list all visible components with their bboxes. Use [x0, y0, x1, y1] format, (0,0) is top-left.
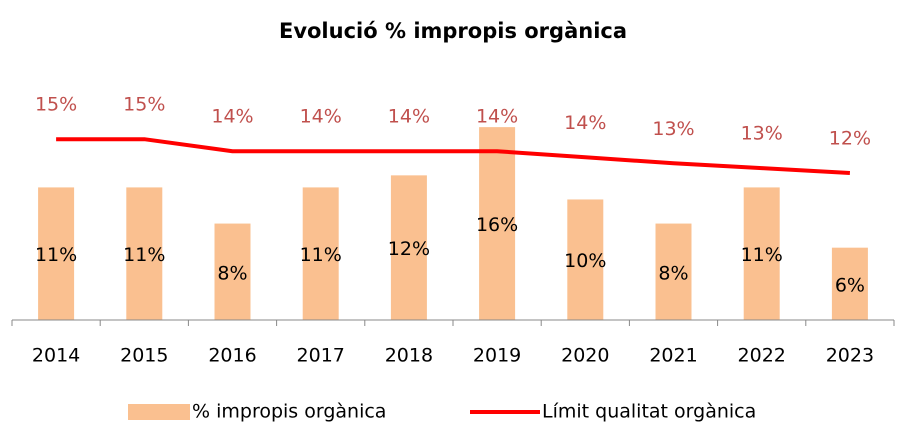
- line: [56, 137, 851, 175]
- x-tick-label: 2020: [561, 345, 609, 367]
- x-tick-label: 2021: [649, 345, 697, 367]
- bar-label: 8%: [217, 262, 247, 284]
- line-label: 13%: [652, 118, 694, 140]
- bar-label: 16%: [476, 214, 518, 236]
- bar: [390, 175, 427, 320]
- bar-label: 6%: [835, 274, 865, 296]
- x-tick-label: 2023: [826, 345, 874, 367]
- line-label: 12%: [829, 127, 871, 149]
- x-tick-label: 2014: [32, 345, 80, 367]
- bar-label: 10%: [564, 250, 606, 272]
- line-label: 15%: [123, 94, 165, 116]
- x-tick-label: 2016: [208, 345, 256, 367]
- line-label: 14%: [211, 106, 253, 128]
- bar-label: 11%: [123, 244, 165, 266]
- legend-label: Límit qualitat orgànica: [542, 401, 756, 423]
- line-label: 15%: [35, 94, 77, 116]
- x-tick-label: 2019: [473, 345, 521, 367]
- bar: [479, 127, 516, 320]
- bar-label: 8%: [658, 262, 688, 284]
- bar: [214, 223, 251, 320]
- legend-swatch: [128, 404, 190, 420]
- bar: [831, 247, 868, 320]
- x-tick-label: 2018: [385, 345, 433, 367]
- line-label: 14%: [564, 112, 606, 134]
- bar: [126, 187, 163, 320]
- x-tick-label: 2017: [297, 345, 345, 367]
- bar-label: 11%: [741, 244, 783, 266]
- line-label: 14%: [388, 106, 430, 128]
- line-label: 14%: [300, 106, 342, 128]
- line-label: 13%: [741, 123, 783, 145]
- bar: [567, 199, 604, 320]
- line-label: 14%: [476, 106, 518, 128]
- bar-label: 11%: [300, 244, 342, 266]
- bar: [38, 187, 75, 320]
- x-tick-label: 2022: [738, 345, 786, 367]
- bar: [655, 223, 692, 320]
- x-tick-label: 2015: [120, 345, 168, 367]
- legend-label: % impropis orgànica: [192, 401, 386, 423]
- bar: [743, 187, 780, 320]
- chart-title: Evolució % impropis orgànica: [279, 19, 627, 43]
- bar: [302, 187, 339, 320]
- bar-label: 12%: [388, 238, 430, 260]
- bar-label: 11%: [35, 244, 77, 266]
